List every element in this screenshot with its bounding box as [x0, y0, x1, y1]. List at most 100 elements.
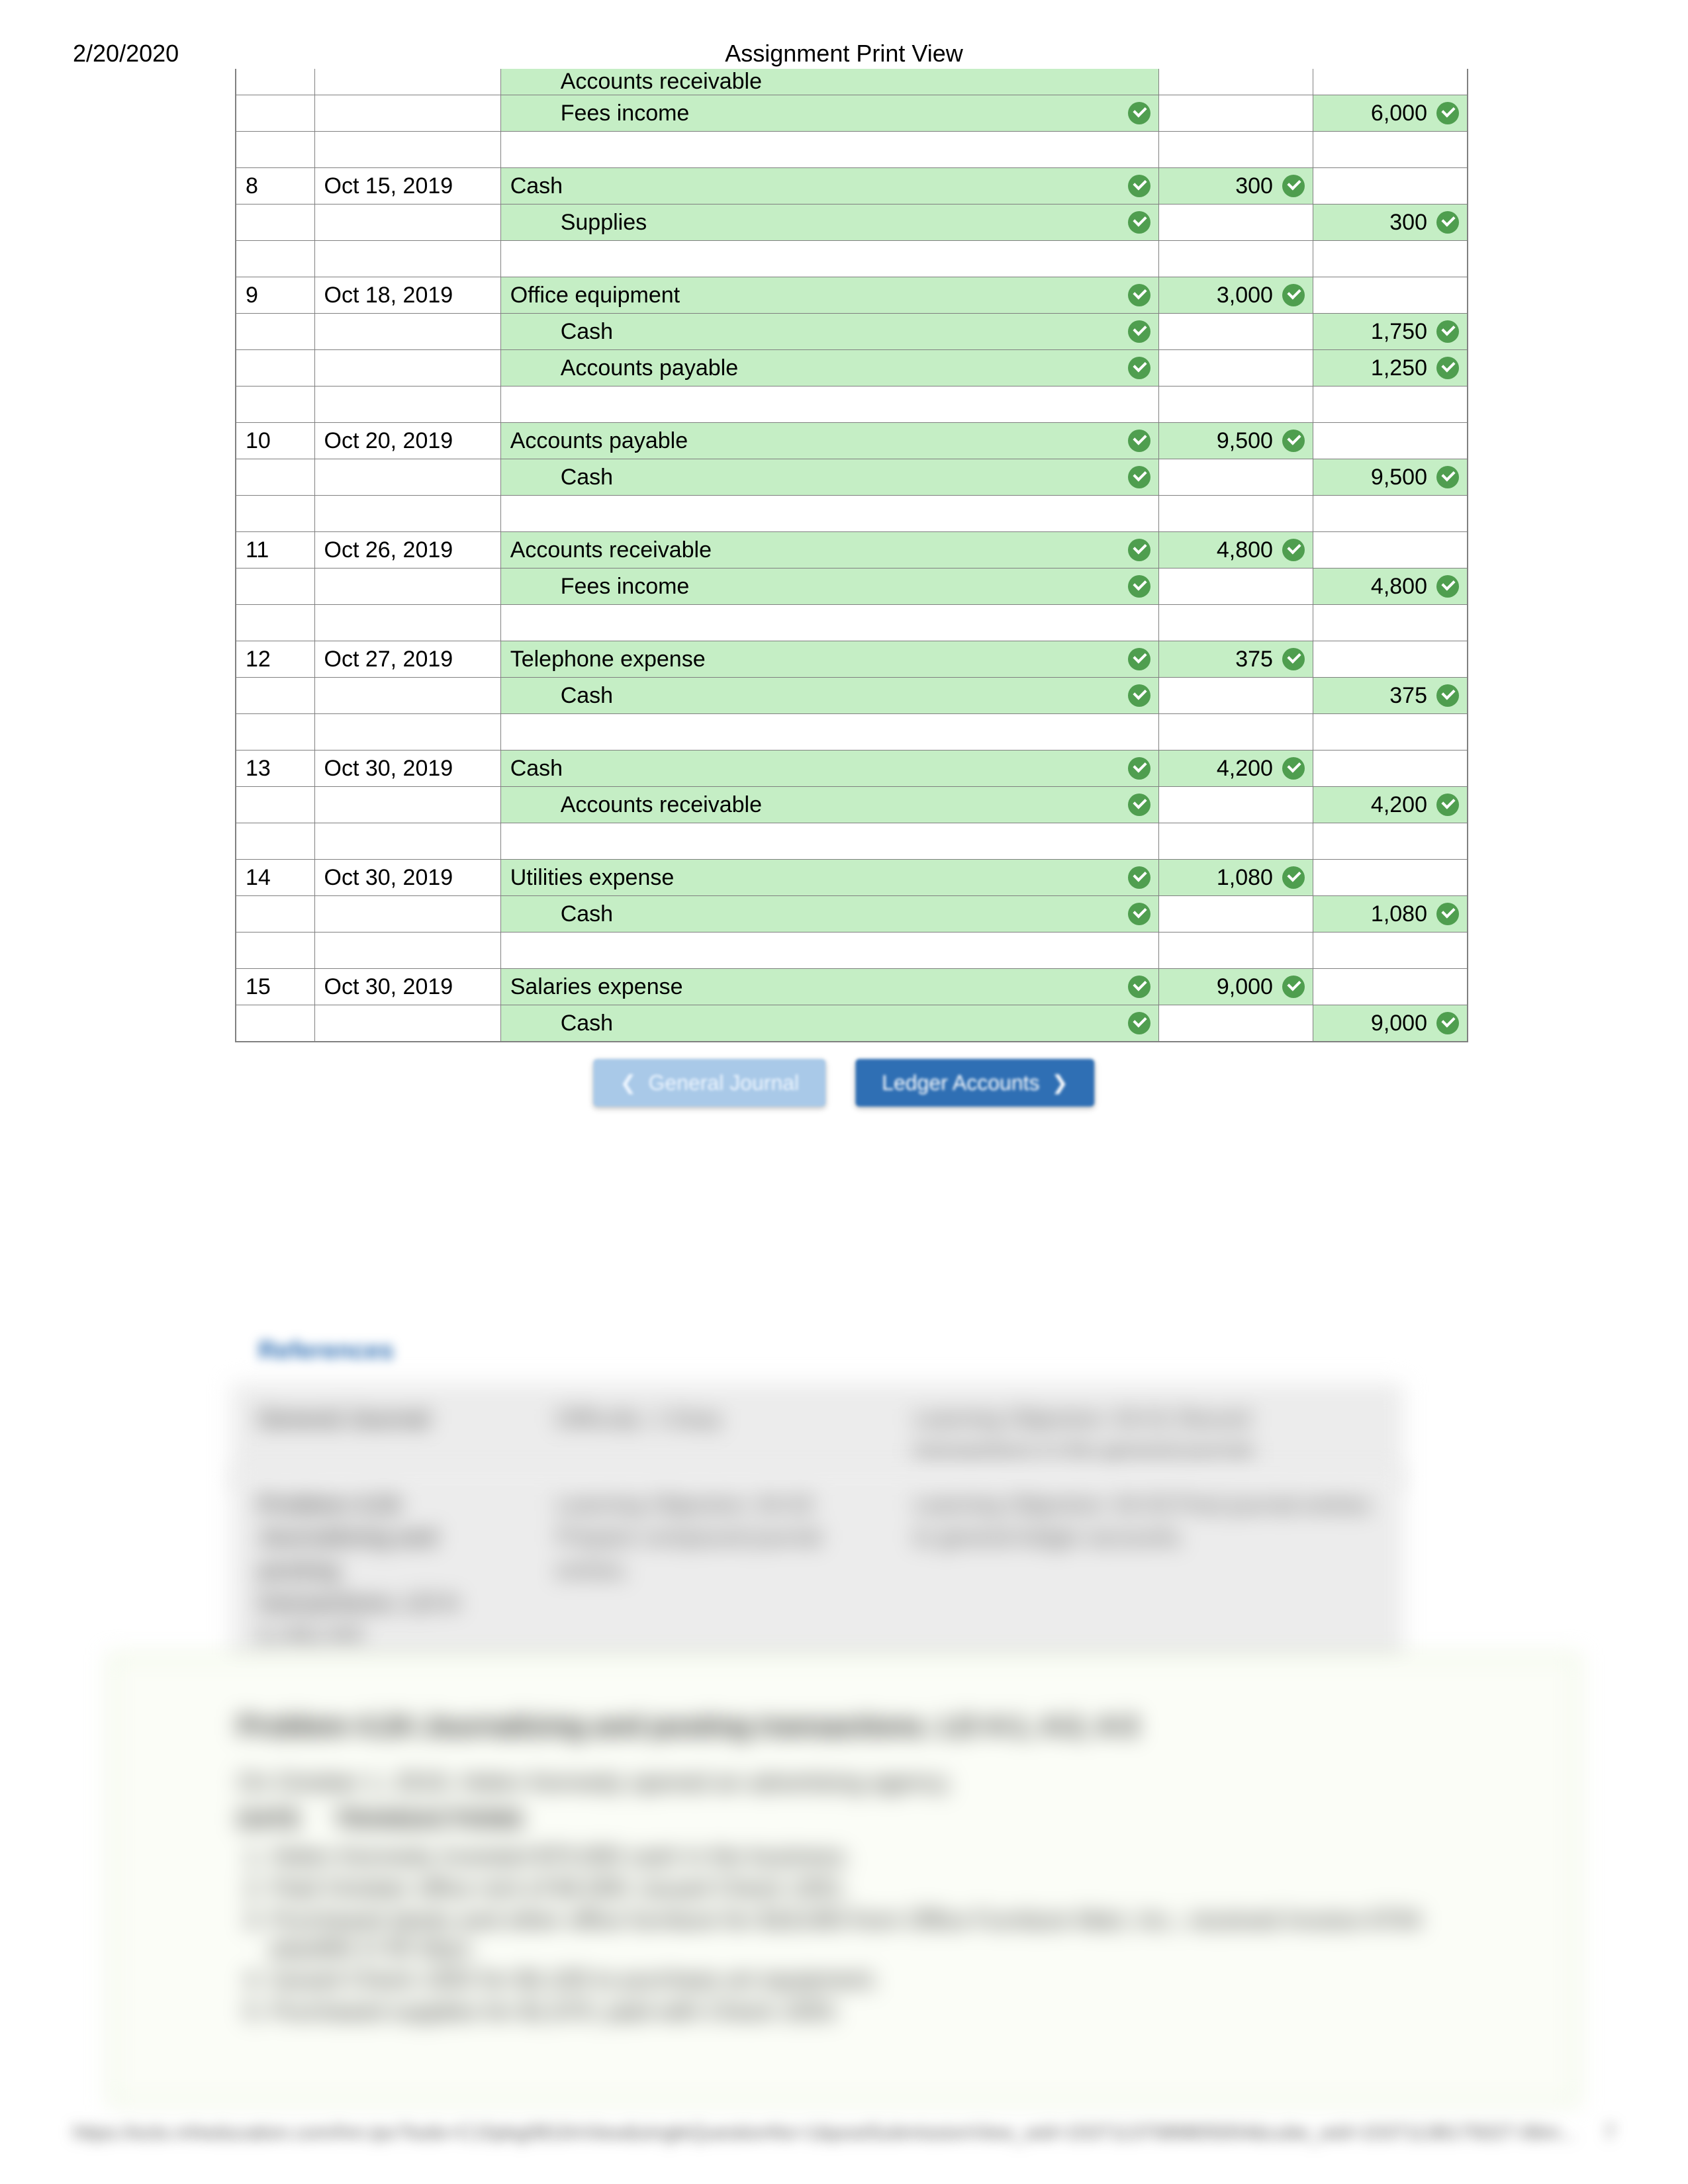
account-name: Accounts receivable [561, 792, 762, 817]
table-row: 10Oct 20, 2019Accounts payable9,500 [236, 423, 1468, 459]
table-cell [1313, 132, 1467, 168]
prev-general-journal-button[interactable]: ❮ General Journal [593, 1059, 825, 1107]
account-name: Office equipment [510, 283, 680, 308]
account-cell: Telephone expense [500, 641, 1158, 678]
account-cell: Accounts payable [500, 423, 1158, 459]
table-cell [1313, 241, 1467, 277]
debit-cell [1158, 350, 1313, 387]
account-name: Cash [561, 683, 613, 708]
entry-date: Oct 18, 2019 [314, 277, 500, 314]
entry-number [236, 1005, 315, 1042]
table-cell [236, 933, 315, 969]
table-cell [500, 387, 1158, 423]
check-icon [1128, 866, 1150, 889]
table-cell [314, 823, 500, 860]
table-row: Accounts payable1,250 [236, 350, 1468, 387]
credit-cell: 9,500 [1313, 459, 1467, 496]
table-row [236, 496, 1468, 532]
debit-cell [1158, 459, 1313, 496]
check-icon [1282, 866, 1305, 889]
entry-date [314, 95, 500, 132]
credit-amount: 375 [1389, 683, 1427, 708]
table-row: Fees income6,000 [236, 95, 1468, 132]
entry-date [314, 350, 500, 387]
table-cell [1313, 714, 1467, 751]
list-item: Helen Kennedy invested $70,000 cash in t… [271, 1843, 1450, 1870]
table-cell [314, 714, 500, 751]
debit-cell [1158, 69, 1313, 95]
prev-button-label: General Journal [648, 1071, 799, 1095]
entry-number [236, 459, 315, 496]
entry-date: Oct 27, 2019 [314, 641, 500, 678]
entry-number: 11 [236, 532, 315, 569]
account-name: Accounts receivable [510, 537, 712, 563]
table-row: 13Oct 30, 2019Cash4,200 [236, 751, 1468, 787]
entry-date [314, 205, 500, 241]
nav-buttons: ❮ General Journal Ledger Accounts ❯ [593, 1059, 1094, 1107]
references-link[interactable]: References [258, 1337, 394, 1365]
account-cell: Accounts receivable [500, 69, 1158, 95]
debit-amount: 375 [1235, 647, 1273, 672]
cell-text: Oct 18, 2019 [324, 283, 453, 308]
ref2-col1: Problem 4.2A Journalizing and posting tr… [258, 1489, 477, 1652]
account-cell: Cash [500, 896, 1158, 933]
account-name: Accounts payable [510, 428, 688, 453]
entry-number [236, 205, 315, 241]
entry-number: 12 [236, 641, 315, 678]
cell-text: 15 [246, 974, 271, 999]
account-cell: Cash [500, 314, 1158, 350]
cell-text: 11 [246, 537, 269, 563]
check-icon [1128, 575, 1150, 598]
check-icon [1282, 175, 1305, 197]
check-icon [1436, 320, 1459, 343]
table-cell [314, 933, 500, 969]
ref2-col3: Learning Objective: 04-03 Post journal e… [914, 1489, 1377, 1652]
entry-date [314, 896, 500, 933]
debit-amount: 3,000 [1217, 283, 1273, 308]
credit-cell [1313, 168, 1467, 205]
debit-cell: 3,000 [1158, 277, 1313, 314]
entry-number: 8 [236, 168, 315, 205]
table-cell [1313, 823, 1467, 860]
table-cell [500, 714, 1158, 751]
credit-cell [1313, 860, 1467, 896]
footer-page-number: 7 [1604, 2122, 1615, 2144]
table-row [236, 933, 1468, 969]
credit-amount: 1,250 [1371, 355, 1427, 381]
table-cell [314, 241, 500, 277]
account-name: Accounts receivable [561, 69, 762, 94]
cell-text: Oct 20, 2019 [324, 428, 453, 453]
account-name: Cash [510, 173, 563, 199]
table-cell [314, 132, 500, 168]
debit-cell: 1,080 [1158, 860, 1313, 896]
account-name: Cash [561, 319, 613, 344]
list-item: Purchased desks and other office furnitu… [271, 1906, 1450, 1962]
table-row: Cash9,000 [236, 1005, 1468, 1042]
debit-amount: 300 [1235, 173, 1273, 199]
check-icon [1282, 539, 1305, 561]
table-cell [500, 605, 1158, 641]
credit-amount: 1,080 [1371, 901, 1427, 927]
table-row: Supplies300 [236, 205, 1468, 241]
table-cell [314, 387, 500, 423]
account-cell: Supplies [500, 205, 1158, 241]
credit-cell [1313, 532, 1467, 569]
account-cell: Utilities expense [500, 860, 1158, 896]
problem-intro: On October 1, 2019, Helen Kennedy opened… [238, 1768, 1450, 1796]
table-cell [236, 132, 315, 168]
cell-text: Oct 26, 2019 [324, 537, 453, 563]
debit-cell [1158, 569, 1313, 605]
cell-text: 8 [246, 173, 258, 199]
cell-text: Oct 30, 2019 [324, 974, 453, 999]
table-row [236, 132, 1468, 168]
account-cell: Cash [500, 1005, 1158, 1042]
next-ledger-accounts-button[interactable]: Ledger Accounts ❯ [855, 1059, 1095, 1107]
debit-cell: 4,800 [1158, 532, 1313, 569]
account-name: Cash [510, 756, 563, 781]
check-icon [1128, 211, 1150, 234]
check-icon [1128, 648, 1150, 670]
table-cell [236, 823, 315, 860]
entry-date [314, 787, 500, 823]
chevron-left-icon: ❮ [620, 1071, 636, 1095]
check-icon [1128, 357, 1150, 379]
